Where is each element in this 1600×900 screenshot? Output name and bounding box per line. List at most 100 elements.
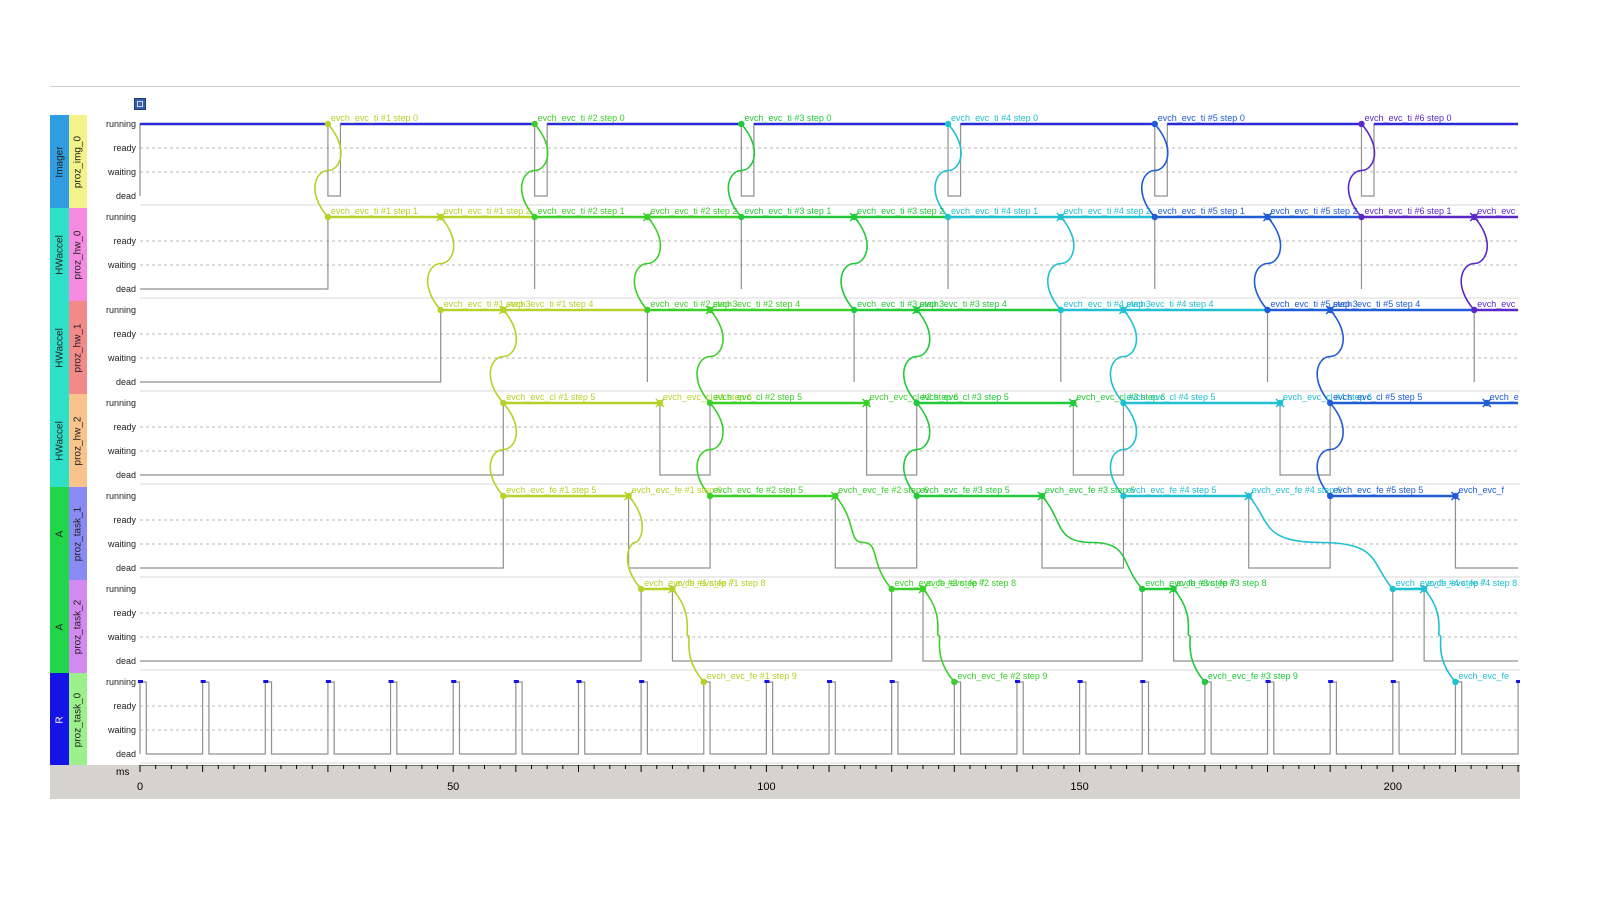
event-marker (1120, 399, 1127, 407)
state-label-waiting: waiting (107, 260, 136, 270)
event-marker (1057, 306, 1065, 314)
event-chain-link (1347, 123, 1376, 218)
event-label: evch_evc_ti #1 step 3 (444, 299, 531, 309)
event-chain-link (1316, 402, 1344, 497)
event-label: evch_evc_fe #4 step 5 (1126, 485, 1216, 495)
event-label: evch_evc_fe #2 step 5 (713, 485, 803, 495)
event-marker (644, 306, 651, 314)
lane-label-proz_img_0[interactable]: proz_img_0 (69, 115, 87, 208)
event-label: evch_evc_ti #3 step 4 (920, 299, 1007, 309)
event-label: evch_evc_fe #3 step 7 (1145, 578, 1235, 588)
event-chain-link (1172, 588, 1206, 683)
event-marker (1452, 492, 1459, 500)
event-label: evch_evc_fe #1 step 7 (644, 578, 734, 588)
event-label: evch_evc_ti #1 step 1 (331, 206, 418, 216)
event-marker (644, 213, 651, 221)
state-label-waiting: waiting (107, 539, 136, 549)
tick-label: 200 (1383, 781, 1402, 793)
event-label: evch_evc_ti #4 step 3 (1064, 299, 1151, 309)
event-marker (1389, 585, 1397, 593)
state-trace (140, 216, 1519, 290)
trace-chart[interactable]: evch_evc_ti #1 step 0 evch_evc_ti #2 step… (50, 87, 1520, 765)
event-marker (1139, 585, 1146, 593)
activation-marker (138, 680, 143, 683)
event-marker (1358, 120, 1365, 128)
lane-label-proz_hw_1[interactable]: proz_hw_1 (69, 301, 87, 394)
axis-unit-label: ms (116, 767, 130, 778)
event-marker (1151, 120, 1158, 128)
group-label-a2: A (50, 580, 69, 673)
tick-label: 100 (757, 781, 776, 793)
state-label-running: running (105, 677, 136, 687)
event-marker (437, 306, 444, 314)
event-label: evch_evc_ti #3 step 1 (744, 206, 831, 216)
event-marker (1452, 678, 1459, 686)
event-label: evch_evc_ti #3 step 0 (744, 113, 831, 123)
event-chain-link (426, 216, 455, 311)
event-chain-link (696, 402, 724, 497)
state-trace (139, 681, 1519, 755)
event-chain-link (1460, 216, 1489, 311)
state-label-waiting: waiting (107, 167, 136, 177)
state-label-running: running (105, 305, 136, 315)
activation-marker (325, 680, 331, 683)
state-label-ready: ready (113, 143, 136, 153)
event-marker (951, 678, 958, 686)
state-label-ready: ready (113, 329, 136, 339)
event-marker (625, 492, 632, 500)
event-chain-link (1109, 402, 1138, 497)
activation-marker (200, 680, 206, 683)
lane-label-proz_task_2[interactable]: proz_task_2 (69, 580, 87, 673)
event-marker (531, 120, 538, 128)
event-chain-link (1041, 495, 1143, 590)
event-chain-link (1109, 309, 1138, 404)
state-label-ready: ready (113, 236, 136, 246)
event-chain-link (1316, 309, 1344, 404)
lane-label-proz_hw_2[interactable]: proz_hw_2 (69, 394, 87, 487)
state-label-dead: dead (115, 749, 136, 759)
group-label-a1: A (50, 487, 69, 580)
state-label-ready: ready (113, 422, 136, 432)
event-label: evch_evc_ti #1 step 4 (506, 299, 593, 309)
activation-marker (1516, 680, 1520, 683)
state-label-dead: dead (115, 563, 136, 573)
event-label: evch_evc_ti #2 step 0 (538, 113, 625, 123)
event-chain-link (902, 402, 931, 497)
lane-label-proz_hw_0[interactable]: proz_hw_0 (69, 208, 87, 301)
activation-marker (263, 680, 269, 683)
event-label: evch_evc_fe #4 step 7 (1396, 578, 1486, 588)
lane-label-proz_task_1[interactable]: proz_task_1 (69, 487, 87, 580)
activation-marker (1328, 680, 1334, 683)
event-marker (706, 399, 714, 407)
event-chain-link (489, 309, 518, 404)
event-marker (500, 399, 507, 407)
event-marker (1358, 213, 1365, 221)
event-chain-link (1253, 216, 1282, 311)
event-marker (1057, 213, 1065, 221)
event-marker (1070, 399, 1077, 407)
event-label: evch_evc_ti #2 step 4 (713, 299, 800, 309)
group-label-hw0: HWaccel (50, 208, 69, 301)
event-marker (500, 306, 507, 314)
event-label: evch_evc_fe #2 step 9 (957, 671, 1047, 681)
state-trace (140, 309, 1519, 383)
event-label: evch_evc_ti #3 step 2 (857, 206, 944, 216)
lane-label-proz_task_0[interactable]: proz_task_0 (69, 673, 87, 766)
event-marker (1264, 306, 1271, 314)
group-label-hw2: HWaccel (50, 394, 69, 487)
state-trace (140, 588, 1519, 662)
state-trace (139, 123, 1519, 197)
event-chain-link (934, 123, 962, 218)
event-marker (1326, 306, 1334, 314)
event-chain-link (633, 216, 662, 311)
event-label: evch_evc_fe #1 step 6 (632, 485, 722, 495)
time-axis[interactable]: ms 0 50 100 150 200 (50, 765, 1520, 799)
tick-label: 0 (136, 781, 144, 793)
activation-marker (827, 680, 833, 683)
app-icon[interactable] (134, 98, 146, 110)
event-label: evch_evc_fe (1458, 671, 1509, 681)
event-marker (913, 492, 920, 500)
event-label: evch_evc_ti #5 step 2 (1271, 206, 1358, 216)
event-marker (1471, 213, 1478, 221)
event-label: evch_evc_fe #3 step 6 (1045, 485, 1135, 495)
